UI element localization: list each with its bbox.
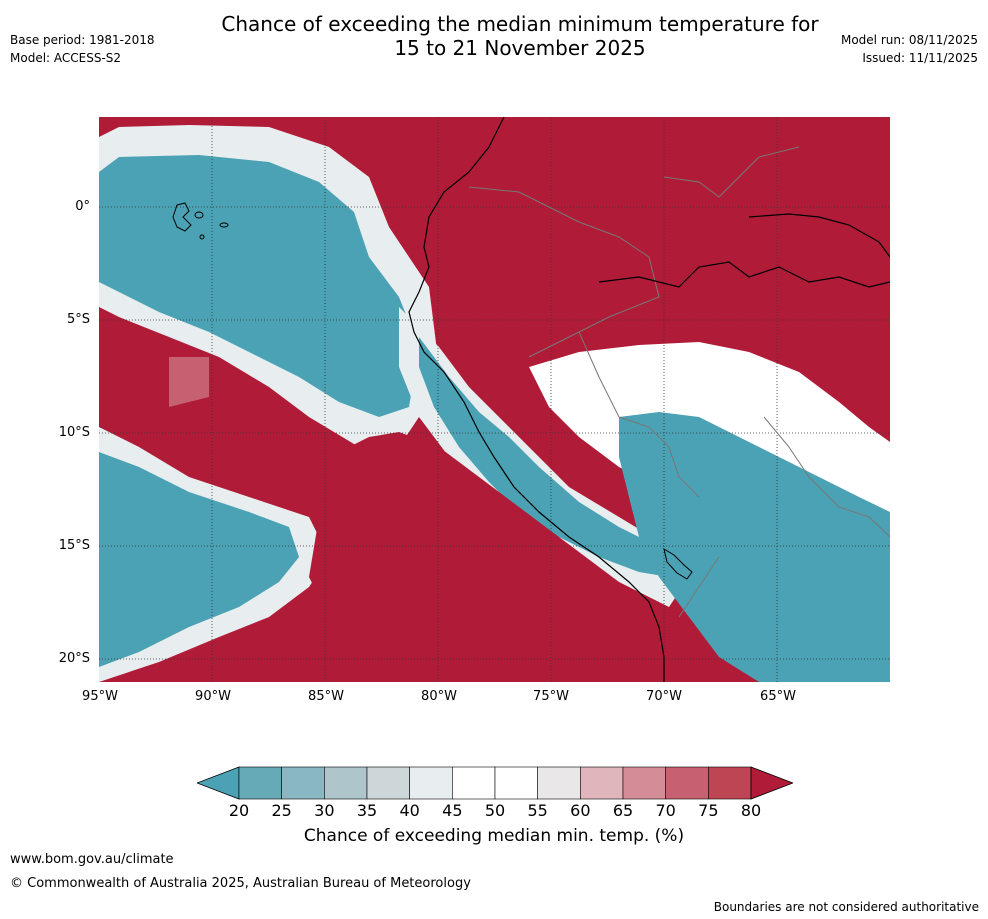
colorbar-title: Chance of exceeding median min. temp. (%…	[303, 826, 685, 846]
colorbar-tick-label: 40	[399, 801, 420, 820]
colorbar-tick-label: 75	[698, 801, 719, 820]
andes-teal-area	[619, 412, 890, 682]
boundaries-disclaimer: Boundaries are not considered authoritat…	[713, 900, 979, 914]
colorbar-segment	[708, 766, 752, 800]
probability-map	[99, 117, 890, 682]
colorbar-tick-label: 25	[271, 801, 292, 820]
title-line-1: Chance of exceeding the median minimum t…	[221, 12, 819, 36]
colorbar-extend-low	[197, 766, 240, 800]
colorbar-segment	[580, 766, 624, 800]
country-borders	[468, 146, 890, 618]
coastal-teal-band	[419, 337, 669, 577]
colorbar-segment	[537, 766, 581, 800]
colorbar-tick-label: 20	[228, 801, 250, 820]
central-red-patch	[309, 432, 659, 682]
lat-label: 20°S	[58, 651, 90, 666]
colorbar-segment	[409, 766, 453, 800]
colorbar-tick-label: 70	[655, 801, 676, 820]
lon-label: 65°W	[760, 689, 796, 704]
colorbar	[197, 766, 793, 800]
model-name: Model: ACCESS-S2	[10, 51, 122, 65]
lon-label: 75°W	[533, 689, 569, 704]
lat-label: 0°	[75, 199, 90, 214]
colorbar-tick-label: 35	[356, 801, 378, 820]
lat-label: 5°S	[66, 312, 90, 327]
colorbar-tick-label: 30	[314, 801, 335, 820]
colorbar-tick-label: 80	[740, 801, 762, 820]
colorbar-segment	[324, 766, 368, 800]
colorbar-segment	[452, 766, 496, 800]
colorbar-tick-label: 65	[612, 801, 634, 820]
lon-label: 80°W	[421, 689, 457, 704]
issued-date: Issued: 11/11/2025	[862, 51, 978, 65]
lat-label: 10°S	[58, 425, 90, 440]
offshore-red-spot	[169, 357, 209, 407]
lon-label: 85°W	[308, 689, 344, 704]
colorbar-tick-label: 60	[570, 801, 591, 820]
lon-label: 70°W	[646, 689, 682, 704]
lon-label: 95°W	[82, 689, 118, 704]
colorbar-segment	[238, 766, 282, 800]
southwest-ocean-teal	[99, 452, 299, 667]
copyright-notice: © Commonwealth of Australia 2025, Austra…	[10, 876, 471, 891]
river-outline	[598, 213, 890, 288]
graticule	[99, 117, 890, 682]
lat-label: 15°S	[58, 538, 90, 553]
lon-label: 90°W	[195, 689, 231, 704]
colorbar-segment	[622, 766, 666, 800]
colorbar-segment	[281, 766, 325, 800]
website-link[interactable]: www.bom.gov.au/climate	[10, 852, 174, 867]
colorbar-segment	[494, 766, 538, 800]
base-period: Base period: 1981-2018	[10, 33, 155, 47]
galapagos-islands	[172, 202, 229, 240]
colorbar-tick-label: 45	[442, 801, 463, 820]
model-run: Model run: 08/11/2025	[840, 33, 978, 47]
coastline	[408, 117, 665, 682]
title-line-2: 15 to 21 November 2025	[394, 36, 646, 60]
colorbar-extend-high	[750, 766, 793, 800]
colorbar-segment	[665, 766, 709, 800]
lake-titicaca	[663, 547, 693, 580]
colorbar-tick-label: 55	[527, 801, 548, 820]
west-ocean-teal-upper-core	[99, 155, 419, 417]
colorbar-segment	[366, 766, 410, 800]
map-title: Chance of exceeding the median minimum t…	[0, 12, 988, 60]
colorbar-tick-label: 50	[484, 801, 506, 820]
